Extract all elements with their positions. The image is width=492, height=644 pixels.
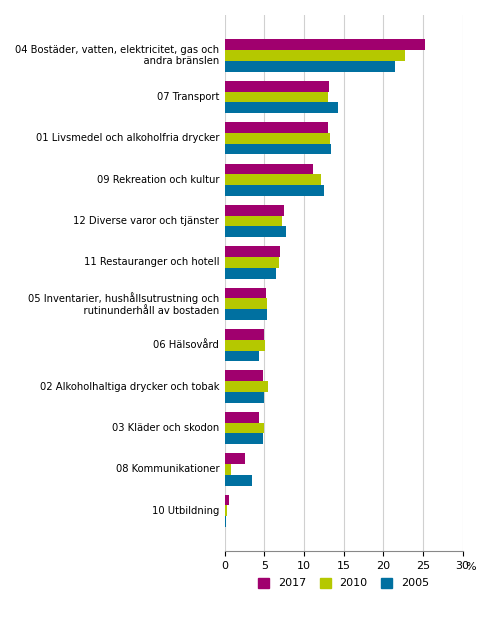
Bar bbox=[225, 122, 328, 133]
Bar bbox=[225, 91, 328, 102]
Bar bbox=[225, 216, 282, 227]
Bar bbox=[225, 61, 395, 71]
Bar bbox=[225, 175, 321, 185]
Bar bbox=[225, 422, 264, 433]
Bar bbox=[225, 298, 267, 309]
Bar bbox=[225, 164, 313, 175]
Bar bbox=[225, 205, 284, 216]
Bar bbox=[225, 506, 227, 516]
Bar bbox=[225, 288, 266, 298]
Bar bbox=[225, 246, 280, 257]
Text: %: % bbox=[465, 562, 476, 572]
Bar bbox=[225, 350, 259, 361]
Bar bbox=[225, 453, 245, 464]
Bar bbox=[225, 412, 259, 422]
Bar bbox=[225, 464, 231, 475]
Bar bbox=[225, 516, 226, 527]
Bar bbox=[225, 433, 263, 444]
Bar bbox=[225, 370, 263, 381]
Legend: 2017, 2010, 2005: 2017, 2010, 2005 bbox=[252, 572, 435, 594]
Bar bbox=[225, 309, 268, 320]
Bar bbox=[225, 102, 338, 113]
Bar bbox=[225, 133, 330, 144]
Bar bbox=[225, 381, 268, 392]
Bar bbox=[225, 39, 425, 50]
Bar bbox=[225, 268, 276, 279]
Bar bbox=[225, 257, 278, 268]
Bar bbox=[225, 185, 324, 196]
Bar bbox=[225, 144, 331, 155]
Bar bbox=[225, 80, 329, 91]
Bar bbox=[225, 392, 264, 402]
Bar bbox=[225, 475, 252, 486]
Bar bbox=[225, 50, 405, 61]
Bar bbox=[225, 340, 265, 350]
Bar bbox=[225, 227, 286, 237]
Bar bbox=[225, 329, 264, 340]
Bar bbox=[225, 495, 229, 506]
